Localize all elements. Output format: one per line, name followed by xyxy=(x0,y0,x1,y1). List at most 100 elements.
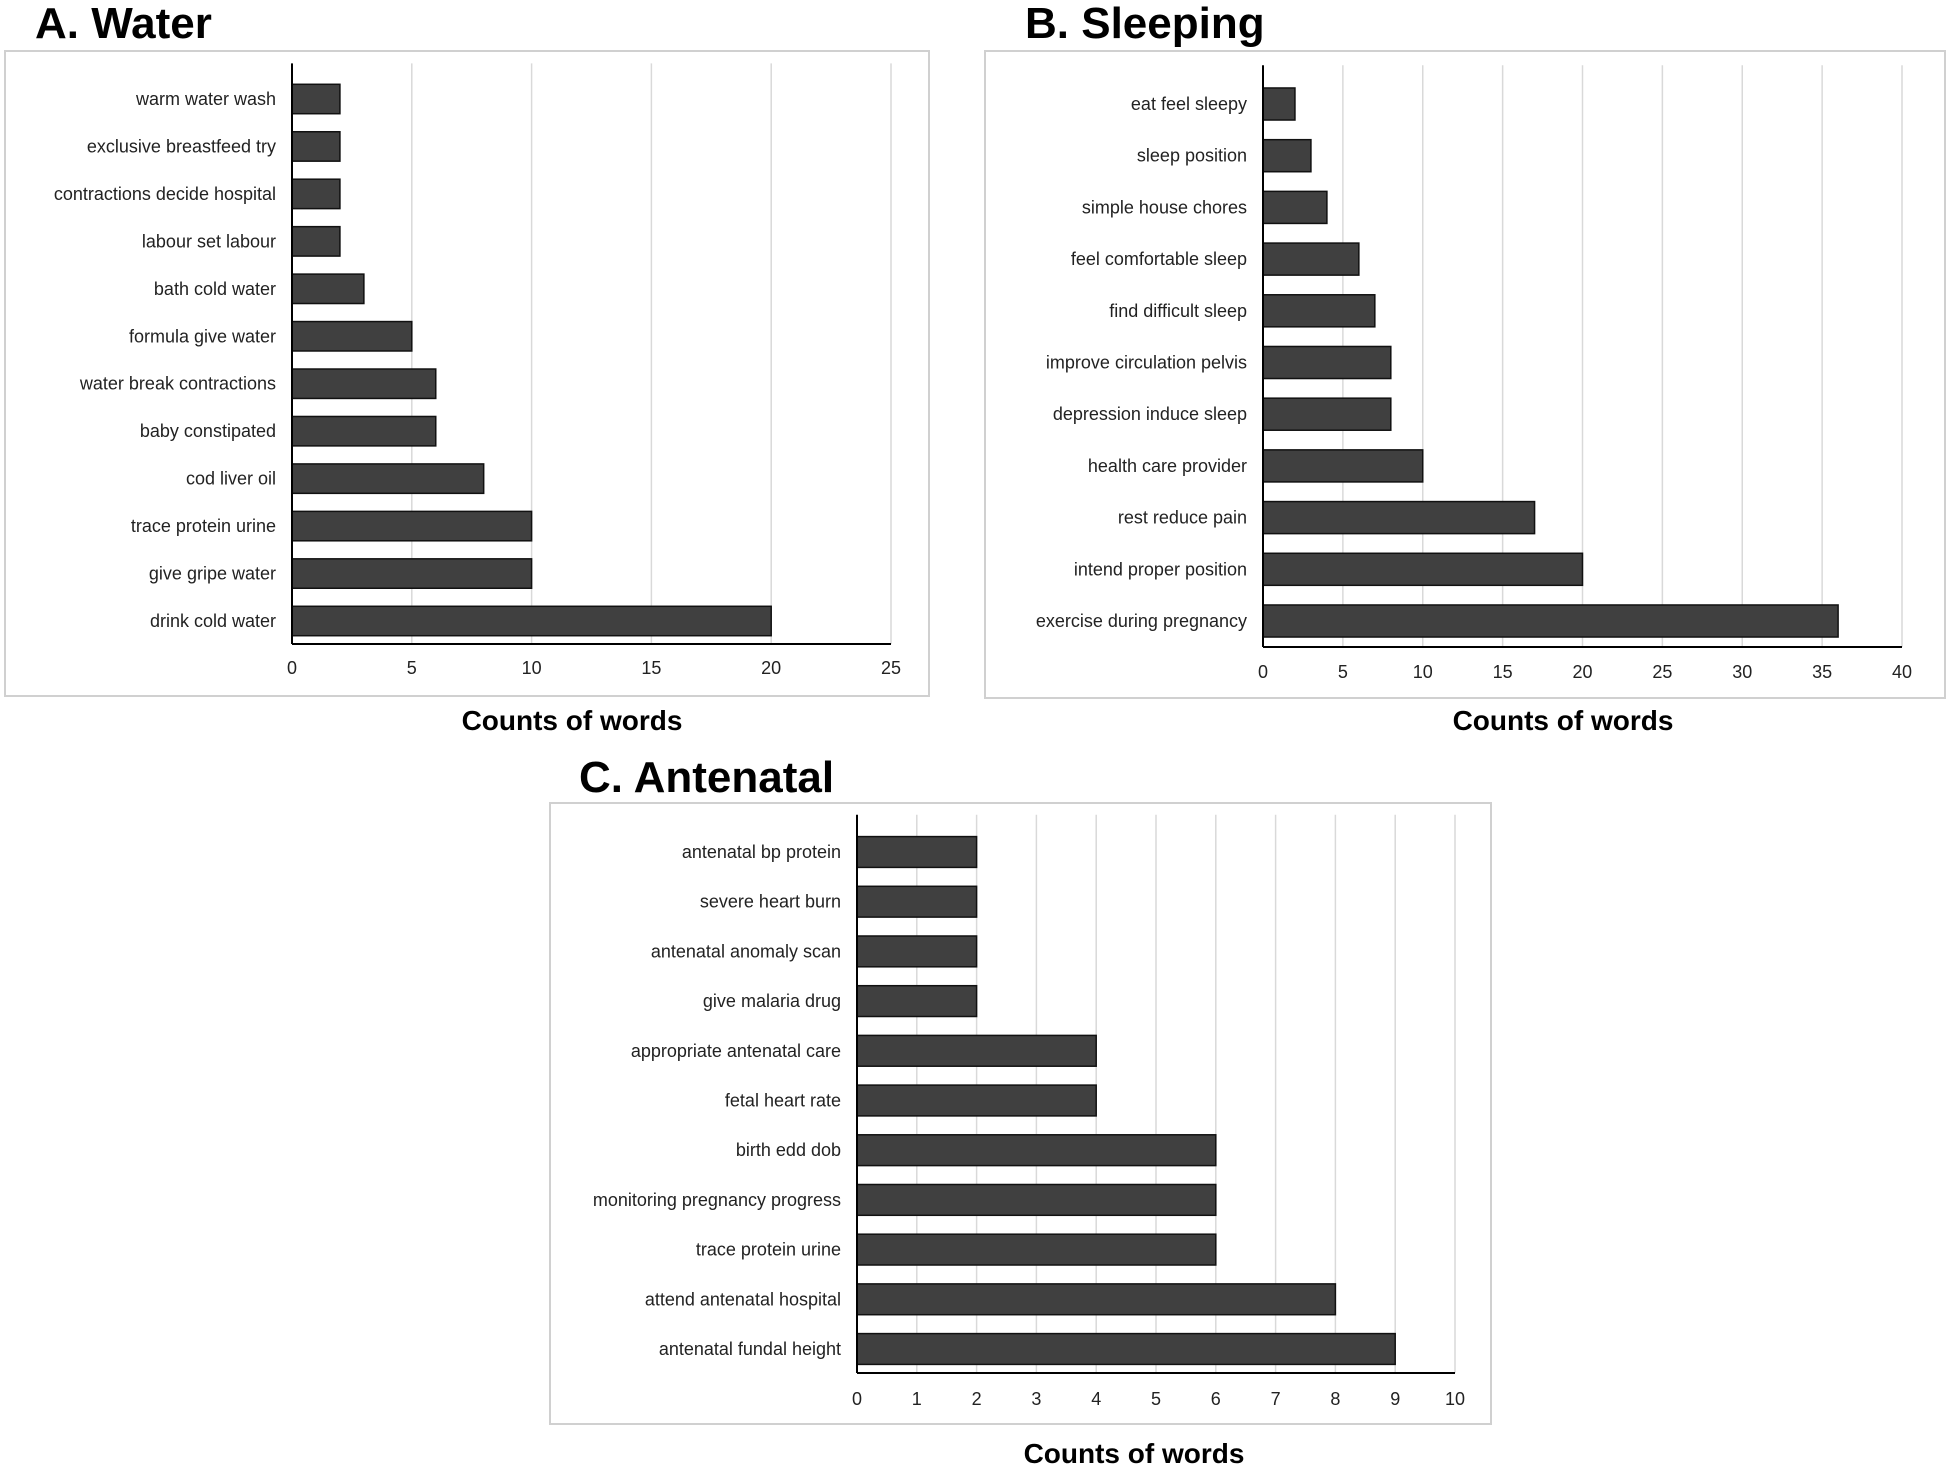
bar xyxy=(291,368,437,400)
category-label: severe heart burn xyxy=(700,892,841,912)
bar xyxy=(1262,138,1312,173)
bar xyxy=(291,83,341,115)
category-label: water break contractions xyxy=(79,374,276,394)
category-label: birth edd dob xyxy=(736,1140,841,1160)
category-label: trace protein urine xyxy=(696,1240,841,1260)
bar xyxy=(291,605,772,637)
bar xyxy=(1262,552,1584,587)
category-label: fetal heart rate xyxy=(725,1091,841,1111)
x-tick-label: 0 xyxy=(1258,662,1268,682)
x-tick-label: 10 xyxy=(522,658,542,678)
chart-panel-2: C. Antenatal 0 1 2 3 4 5 6 7 8 9 10 antenatal bp pro… xyxy=(549,753,1492,1468)
x-tick-label: 30 xyxy=(1732,662,1752,682)
bar xyxy=(291,510,533,542)
chart-panel-0: A. Water 0 5 10 15 20 25 warm water wash exclusi… xyxy=(4,0,930,736)
bar xyxy=(856,984,978,1018)
chart-title: B. Sleeping xyxy=(1025,0,1265,48)
category-label: antenatal anomaly scan xyxy=(651,941,841,961)
bar xyxy=(856,835,978,869)
x-tick-label: 3 xyxy=(1031,1389,1041,1409)
category-label: improve circulation pelvis xyxy=(1046,353,1247,373)
x-tick-label: 35 xyxy=(1812,662,1832,682)
category-label: antenatal fundal height xyxy=(659,1339,841,1359)
category-label: sleep position xyxy=(1137,146,1247,166)
category-label: appropriate antenatal care xyxy=(631,1041,841,1061)
x-tick-label: 15 xyxy=(641,658,661,678)
bar xyxy=(291,558,533,590)
x-axis-label: Counts of words xyxy=(1024,1438,1245,1468)
x-tick-label: 25 xyxy=(1652,662,1672,682)
bar xyxy=(291,320,413,352)
bar xyxy=(291,463,485,495)
bar xyxy=(1262,87,1296,121)
x-tick-label: 40 xyxy=(1892,662,1912,682)
x-tick-label: 15 xyxy=(1493,662,1513,682)
category-label: intend proper position xyxy=(1074,559,1247,579)
bar xyxy=(291,178,341,210)
bar xyxy=(856,1034,1097,1067)
bar xyxy=(856,1183,1217,1217)
bar xyxy=(856,1233,1217,1266)
bar xyxy=(1262,604,1839,638)
bar xyxy=(1262,500,1536,535)
category-label: find difficult sleep xyxy=(1109,301,1247,321)
category-label: eat feel sleepy xyxy=(1131,94,1247,114)
bar xyxy=(1262,242,1360,276)
category-label: exercise during pregnancy xyxy=(1036,611,1247,631)
category-label: contractions decide hospital xyxy=(54,184,276,204)
chart-panel-1: B. Sleeping 0 5 10 15 20 25 30 35 40 eat feel slee… xyxy=(984,0,1946,736)
x-tick-label: 25 xyxy=(881,658,901,678)
x-tick-label: 1 xyxy=(912,1389,922,1409)
bar xyxy=(856,1283,1337,1316)
x-tick-label: 5 xyxy=(1151,1389,1161,1409)
x-tick-label: 5 xyxy=(407,658,417,678)
x-tick-label: 7 xyxy=(1271,1389,1281,1409)
bar xyxy=(1262,190,1328,225)
category-label: depression induce sleep xyxy=(1053,404,1247,424)
category-label: bath cold water xyxy=(154,279,276,299)
x-axis-label: Counts of words xyxy=(1453,705,1674,736)
x-axis-label: Counts of words xyxy=(462,705,683,736)
category-label: give gripe water xyxy=(149,564,276,584)
bar xyxy=(856,935,978,968)
x-tick-label: 9 xyxy=(1390,1389,1400,1409)
category-label: feel comfortable sleep xyxy=(1071,249,1247,269)
x-tick-label: 20 xyxy=(761,658,781,678)
category-label: attend antenatal hospital xyxy=(645,1289,841,1309)
category-label: warm water wash xyxy=(135,89,276,109)
bar xyxy=(1262,345,1392,380)
bar xyxy=(856,1332,1396,1366)
category-label: antenatal bp protein xyxy=(682,842,841,862)
category-label: labour set labour xyxy=(142,231,276,251)
bar xyxy=(1262,294,1376,328)
chart-title: C. Antenatal xyxy=(579,753,834,802)
x-tick-label: 20 xyxy=(1572,662,1592,682)
x-tick-label: 8 xyxy=(1330,1389,1340,1409)
category-label: health care provider xyxy=(1088,456,1247,476)
category-label: rest reduce pain xyxy=(1118,508,1247,528)
x-tick-label: 0 xyxy=(287,658,297,678)
bar xyxy=(1262,397,1392,431)
x-tick-label: 2 xyxy=(972,1389,982,1409)
x-tick-label: 10 xyxy=(1445,1389,1465,1409)
bar xyxy=(856,1134,1217,1167)
bar xyxy=(1262,449,1424,483)
x-tick-label: 5 xyxy=(1338,662,1348,682)
bar xyxy=(856,885,978,918)
bar xyxy=(291,130,341,162)
x-tick-label: 0 xyxy=(852,1389,862,1409)
category-label: cod liver oil xyxy=(186,469,276,489)
category-label: trace protein urine xyxy=(131,516,276,536)
chart-title: A. Water xyxy=(35,0,212,48)
x-tick-label: 10 xyxy=(1413,662,1433,682)
category-label: exclusive breastfeed try xyxy=(87,136,276,156)
bar xyxy=(291,273,365,305)
category-label: simple house chores xyxy=(1082,197,1247,217)
x-tick-label: 6 xyxy=(1211,1389,1221,1409)
x-tick-label: 4 xyxy=(1091,1389,1101,1409)
bar xyxy=(291,415,437,447)
bar xyxy=(856,1084,1097,1117)
category-label: formula give water xyxy=(129,326,276,346)
category-label: give malaria drug xyxy=(703,991,841,1011)
